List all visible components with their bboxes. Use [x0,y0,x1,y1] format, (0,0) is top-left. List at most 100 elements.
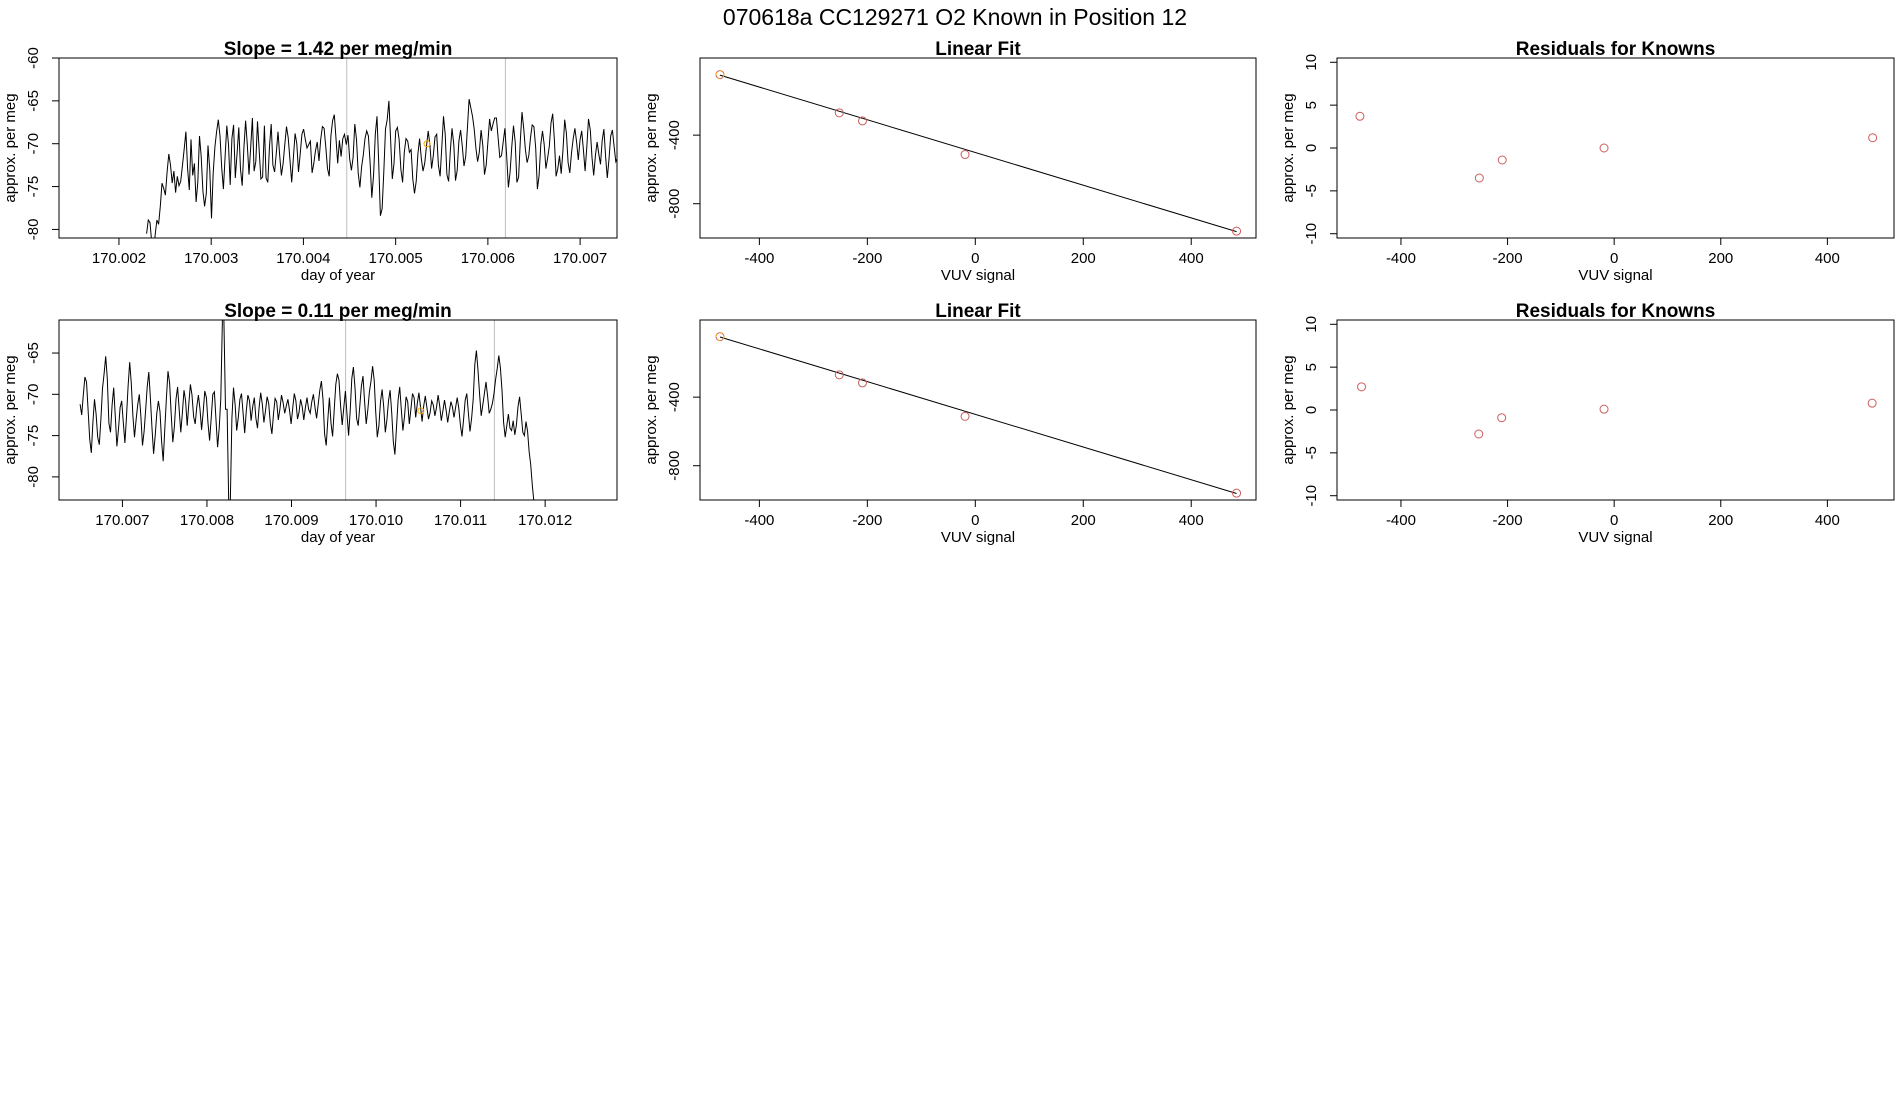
x-axis-label: VUV signal [941,267,1015,284]
plot-frame [699,319,1257,501]
plot-frame [58,319,618,501]
plot-frame [699,57,1257,239]
plot-frame [1336,57,1895,239]
data-point [1232,488,1242,498]
fit-line [719,336,1237,494]
x-axis-label: day of year [301,529,375,546]
y-tick-label: 5 [1303,363,1320,371]
data-point [960,411,970,421]
plot-area [146,58,617,238]
y-tick-label: -80 [25,219,42,241]
y-tick-label: -10 [1303,223,1320,245]
y-tick-label: 10 [1303,316,1320,333]
chart-title: Residuals for Knowns [1516,39,1716,60]
x-tick-label: 170.012 [518,512,572,529]
data-point [1497,413,1507,423]
x-tick-label: 170.007 [553,250,607,267]
y-axis-label: approx. per meg [643,93,660,202]
data-point [857,378,867,388]
y-tick-label: 0 [1303,144,1320,152]
chart-panel-p4: Slope = 0.11 per meg/min 170.007 170.008 17… [2,301,618,546]
y-tick-label: -70 [25,383,42,405]
x-tick-label: 0 [1610,250,1618,267]
chart-panel-p3: Residuals for Knowns -400 -200 0 200 400 VUV s… [1280,39,1895,284]
y-axis-label: approx. per meg [643,355,660,464]
x-tick-label: 170.003 [184,250,238,267]
y-tick-label: 10 [1303,54,1320,71]
plot-area [79,320,535,500]
x-axis-label: VUV signal [1578,267,1652,284]
x-tick-label: 170.005 [369,250,423,267]
panels-group: Slope = 1.42 per meg/min 170.002 170.003 17… [2,39,1895,546]
x-tick-label: 200 [1708,512,1733,529]
x-tick-label: -200 [1493,250,1523,267]
chart-title: Slope = 0.11 per meg/min [224,301,452,322]
x-tick-label: 170.011 [434,512,487,529]
x-tick-label: 170.010 [349,512,403,529]
x-tick-label: 0 [971,250,979,267]
data-point [715,70,725,80]
data-series-line [79,320,535,500]
chart-panel-p5: Linear Fit -400 -200 0 200 400 VUV signal -400 -… [643,301,1257,546]
x-tick-label: 0 [1610,512,1618,529]
y-tick-label: -400 [666,120,683,150]
y-tick-label: 0 [1303,406,1320,414]
data-point [960,150,970,160]
x-tick-label: -200 [852,512,882,529]
data-point [1497,155,1507,165]
y-axis-label: approx. per meg [1280,355,1297,464]
data-point [1232,226,1242,236]
x-tick-label: 400 [1179,250,1204,267]
x-axis-label: VUV signal [1578,529,1652,546]
x-tick-label: -400 [744,512,774,529]
chart-title: Residuals for Knowns [1516,301,1716,322]
data-point [1474,429,1484,439]
plot-frame [1336,319,1895,501]
x-tick-label: -200 [852,250,882,267]
y-tick-label: -80 [25,466,42,488]
chart-panel-p6: Residuals for Knowns -400 -200 0 200 400 VUV s… [1280,301,1895,546]
data-point [1474,173,1484,183]
data-series-line [146,99,617,238]
x-tick-label: 170.009 [264,512,318,529]
y-tick-label: -65 [25,342,42,364]
data-point [834,108,844,118]
data-point [834,370,844,380]
y-axis-label: approx. per meg [2,93,19,202]
fit-line [719,74,1237,233]
chart-panel-p1: Slope = 1.42 per meg/min 170.002 170.003 17… [2,39,618,284]
data-point [1355,111,1365,121]
y-axis-label: approx. per meg [2,355,19,464]
y-tick-label: 5 [1303,101,1320,109]
y-tick-label: -800 [666,189,683,219]
plot-area [715,332,1242,498]
highlight-point [715,332,725,342]
x-tick-label: 170.002 [92,250,146,267]
data-point [1599,404,1609,414]
highlight-point [417,407,425,415]
x-tick-label: -200 [1493,512,1523,529]
y-tick-label: -75 [25,425,42,447]
x-tick-label: 170.006 [461,250,515,267]
data-point [1868,133,1878,143]
page-title: 070618a CC129271 O2 Known in Position 12 [723,4,1187,30]
y-tick-label: -10 [1303,485,1320,507]
chart-title: Slope = 1.42 per meg/min [224,39,453,60]
y-tick-label: -65 [25,90,42,112]
y-tick-label: -400 [666,382,683,412]
y-tick-label: -70 [25,133,42,155]
highlight-point [423,140,431,148]
y-tick-label: -75 [25,176,42,198]
x-tick-label: -400 [1386,250,1416,267]
highlight-point [715,70,725,80]
x-tick-label: 400 [1815,512,1840,529]
y-axis-label: approx. per meg [1280,93,1297,202]
plot-area [1355,111,1878,183]
x-tick-label: 170.008 [180,512,234,529]
x-tick-label: 170.007 [95,512,149,529]
x-tick-label: -400 [744,250,774,267]
y-tick-label: -5 [1303,184,1320,197]
data-point [1599,143,1609,153]
x-tick-label: -400 [1386,512,1416,529]
